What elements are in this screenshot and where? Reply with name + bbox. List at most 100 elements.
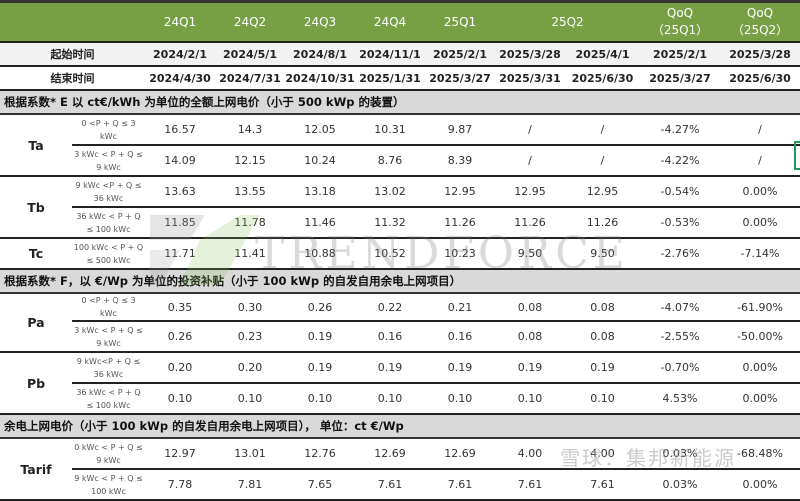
value-cell: 0.10: [565, 383, 641, 415]
start-date-cell: 2025/3/28: [720, 42, 800, 66]
value-cell: 0.10: [285, 383, 355, 415]
value-cell: 11.46: [285, 207, 355, 239]
value-cell: 7.61: [565, 469, 641, 501]
value-cell: 10.24: [285, 145, 355, 177]
qoq-cell: -2.76%: [640, 238, 721, 270]
header-24q4: 24Q4: [355, 1, 425, 42]
condition-cell: 0 <P + Q ≤ 3 kWc: [72, 293, 145, 322]
value-cell: 10.52: [355, 238, 425, 270]
value-cell: 0.26: [285, 293, 355, 322]
header-25q2: 25Q2: [495, 1, 641, 42]
group-label-pa: Pa: [0, 293, 72, 353]
value-cell: 12.69: [355, 438, 425, 470]
qoq-cell: -50.00%: [720, 321, 800, 353]
start-date-label: 起始时间: [0, 42, 145, 66]
value-cell: 0.10: [425, 383, 495, 415]
value-cell: 0.08: [565, 293, 641, 322]
group-label-pb: Pb: [0, 352, 72, 415]
group-label-tb: Tb: [0, 176, 72, 239]
condition-cell: 36 kWc < P + Q ≤ 100 kWc: [72, 207, 145, 239]
qoq-cell: 0.00%: [720, 383, 800, 415]
value-cell: 7.61: [355, 469, 425, 501]
value-cell: 13.01: [215, 438, 285, 470]
value-cell: 13.63: [145, 176, 215, 208]
end-date-cell: 2024/7/31: [215, 66, 285, 90]
header-qoq-25q2: QoQ （25Q2）: [720, 1, 800, 42]
table-row: 3 kWc < P + Q ≤ 9 kWc 14.09 12.15 10.24 …: [0, 145, 800, 177]
value-cell: 7.81: [215, 469, 285, 501]
end-date-row: 结束时间 2024/4/30 2024/7/31 2024/10/31 2025…: [0, 66, 800, 90]
value-cell: 9.50: [495, 238, 565, 270]
value-cell: 0.08: [495, 321, 565, 353]
value-cell: 11.26: [495, 207, 565, 239]
section-header-f: 根据系数* F，以 €/Wp 为单位的投资补贴（小于 100 kWp 的自发自用…: [0, 269, 800, 293]
value-cell: 16.57: [145, 114, 215, 146]
value-cell: 11.71: [145, 238, 215, 270]
qoq-cell: -0.70%: [640, 352, 721, 384]
value-cell: 11.26: [565, 207, 641, 239]
condition-cell: 0 kWc < P + Q ≤ 9 kWc: [72, 438, 145, 470]
cell-selection-indicator: [794, 141, 800, 170]
value-cell: 0.19: [285, 321, 355, 353]
end-date-label: 结束时间: [0, 66, 145, 90]
group-label-tc: Tc: [0, 238, 72, 270]
value-cell: 11.85: [145, 207, 215, 239]
qoq-cell: 4.53%: [640, 383, 721, 415]
condition-cell: 9 kWc <P + Q ≤ 36 kWc: [72, 176, 145, 208]
condition-cell: 36 kWc < P + Q ≤ 100 kWc: [72, 383, 145, 415]
qoq-cell: -4.22%: [640, 145, 721, 177]
value-cell: 0.35: [145, 293, 215, 322]
qoq-cell: -61.90%: [720, 293, 800, 322]
qoq-cell: 0.03%: [640, 469, 721, 501]
section-header-e: 根据系数* E 以 ct€/kWh 为单位的全额上网电价（小于 500 kWp …: [0, 90, 800, 114]
value-cell: 11.78: [215, 207, 285, 239]
value-cell: 11.26: [425, 207, 495, 239]
qoq-cell: 0.00%: [720, 207, 800, 239]
end-date-cell: 2025/6/30: [565, 66, 641, 90]
end-date-cell: 2024/10/31: [285, 66, 355, 90]
value-cell: 0.20: [215, 352, 285, 384]
value-cell: /: [495, 114, 565, 146]
value-cell: 12.15: [215, 145, 285, 177]
value-cell: /: [495, 145, 565, 177]
header-24q2: 24Q2: [215, 1, 285, 42]
qoq-cell: -0.53%: [640, 207, 721, 239]
qoq-cell: -4.27%: [640, 114, 721, 146]
value-cell: 12.95: [425, 176, 495, 208]
value-cell: 0.10: [495, 383, 565, 415]
value-cell: 0.16: [425, 321, 495, 353]
value-cell: 0.19: [285, 352, 355, 384]
table-row: 36 kWc < P + Q ≤ 100 kWc 11.85 11.78 11.…: [0, 207, 800, 239]
value-cell: 7.65: [285, 469, 355, 501]
group-label-tarif: Tarif: [0, 438, 72, 501]
value-cell: 0.30: [215, 293, 285, 322]
table-row: Tc 100 kWc < P + Q ≤ 500 kWc 11.71 11.41…: [0, 238, 800, 270]
value-cell: 12.76: [285, 438, 355, 470]
qoq-cell: 0.00%: [720, 176, 800, 208]
value-cell: 13.18: [285, 176, 355, 208]
value-cell: 0.19: [565, 352, 641, 384]
value-cell: 0.21: [425, 293, 495, 322]
value-cell: 10.88: [285, 238, 355, 270]
end-date-cell: 2025/1/31: [355, 66, 425, 90]
condition-cell: 100 kWc < P + Q ≤ 500 kWc: [72, 238, 145, 270]
section-title: 根据系数* F，以 €/Wp 为单位的投资补贴（小于 100 kWp 的自发自用…: [0, 269, 800, 293]
value-cell: 0.19: [495, 352, 565, 384]
value-cell: 9.50: [565, 238, 641, 270]
value-cell: 11.32: [355, 207, 425, 239]
value-cell: 0.22: [355, 293, 425, 322]
start-date-cell: 2024/5/1: [215, 42, 285, 66]
header-24q3: 24Q3: [285, 1, 355, 42]
group-label-ta: Ta: [0, 114, 72, 177]
header-corner: [0, 1, 145, 42]
qoq-cell: /: [720, 114, 800, 146]
start-date-cell: 2025/2/1: [425, 42, 495, 66]
value-cell: /: [565, 145, 641, 177]
end-date-cell: 2025/6/30: [720, 66, 800, 90]
table-row: Ta 0 <P + Q ≤ 3 kWc 16.57 14.3 12.05 10.…: [0, 114, 800, 177]
table-row: Pb 9 kWc<P + Q ≤ 36 kWc 0.20 0.20 0.19 0…: [0, 352, 800, 415]
table-row: Tb 9 kWc <P + Q ≤ 36 kWc 13.63 13.55 13.…: [0, 176, 800, 239]
value-cell: 10.23: [425, 238, 495, 270]
value-cell: 10.31: [355, 114, 425, 146]
condition-cell: 0 <P + Q ≤ 3 kWc: [72, 114, 145, 146]
